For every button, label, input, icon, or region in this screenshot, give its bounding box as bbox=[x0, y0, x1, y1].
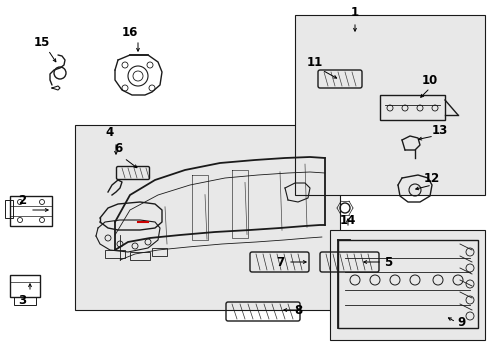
Bar bbox=[379, 95, 444, 120]
Bar bbox=[75, 125, 339, 310]
Bar bbox=[152, 248, 167, 256]
Bar bbox=[105, 250, 125, 258]
Text: 6: 6 bbox=[114, 141, 122, 154]
Text: 8: 8 bbox=[293, 303, 302, 316]
Text: 12: 12 bbox=[423, 171, 439, 185]
Bar bbox=[10, 275, 40, 297]
Bar bbox=[5, 200, 13, 218]
Bar bbox=[294, 15, 484, 195]
Text: 14: 14 bbox=[339, 213, 355, 226]
Bar bbox=[10, 196, 52, 226]
Text: 10: 10 bbox=[421, 73, 437, 86]
Text: 2: 2 bbox=[18, 194, 26, 207]
Text: 16: 16 bbox=[122, 26, 138, 39]
Bar bbox=[337, 240, 477, 328]
Text: 1: 1 bbox=[350, 5, 358, 18]
Text: 5: 5 bbox=[383, 256, 391, 269]
Bar bbox=[14, 297, 36, 305]
Text: 4: 4 bbox=[106, 126, 114, 139]
Text: 13: 13 bbox=[431, 123, 447, 136]
Text: 3: 3 bbox=[18, 293, 26, 306]
Text: 9: 9 bbox=[457, 315, 465, 328]
Text: 15: 15 bbox=[34, 36, 50, 49]
Text: 11: 11 bbox=[306, 55, 323, 68]
Bar bbox=[329, 230, 484, 340]
Text: 7: 7 bbox=[275, 256, 284, 269]
Bar bbox=[130, 252, 150, 260]
